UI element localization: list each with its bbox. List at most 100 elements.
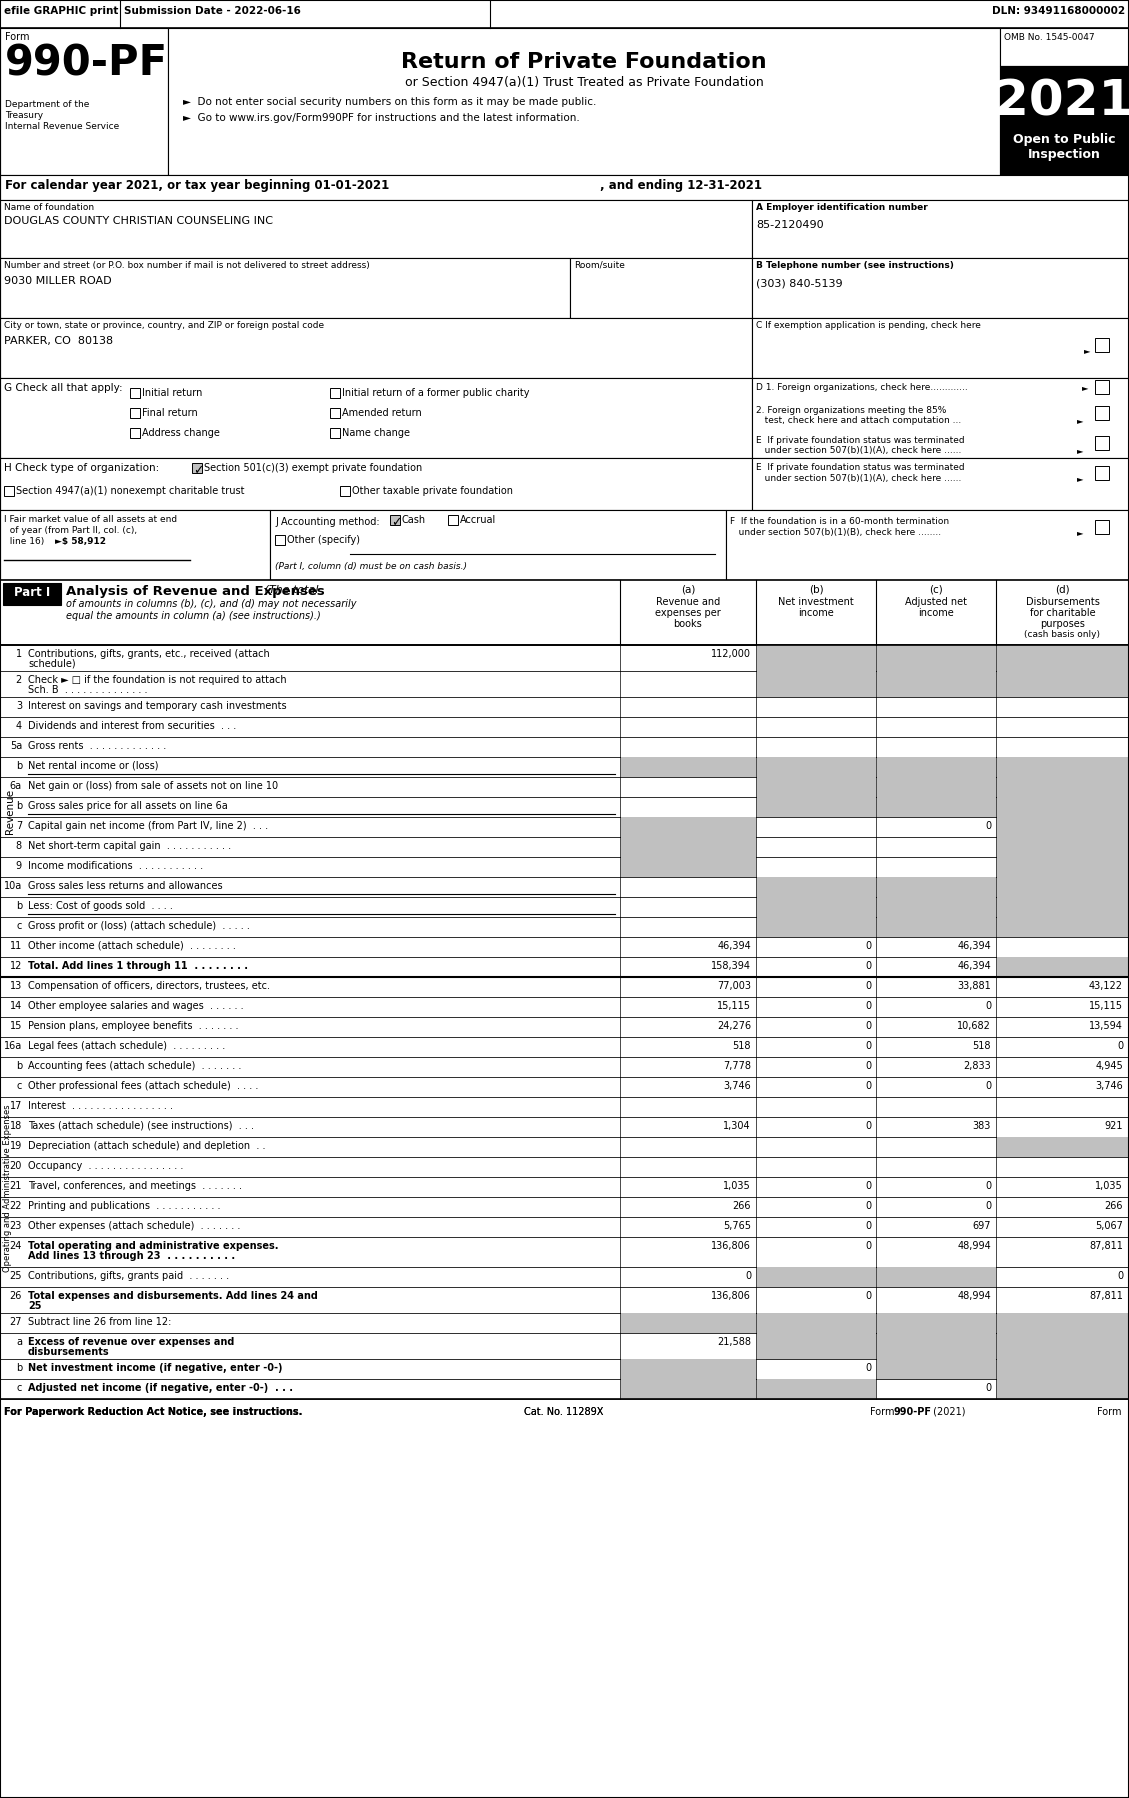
Bar [1095,338,1109,352]
Bar [0,1359,1129,1379]
Text: 0: 0 [865,1181,870,1190]
Text: Contributions, gifts, grants, etc., received (attach: Contributions, gifts, grants, etc., rece… [28,649,270,660]
Bar [0,877,1129,897]
Bar [997,917,1129,937]
Text: H Check type of organization:: H Check type of organization: [5,464,159,473]
Text: 0: 0 [1117,1271,1123,1280]
Text: 0: 0 [984,822,991,831]
Bar [997,877,1129,897]
Text: Amended return: Amended return [342,408,422,417]
Bar [1095,435,1109,450]
Text: 18: 18 [10,1120,21,1131]
Text: Cat. No. 11289X: Cat. No. 11289X [524,1408,604,1417]
Bar [0,698,1129,717]
Text: ✓: ✓ [193,464,203,476]
Bar [752,318,1129,378]
Text: 25: 25 [28,1302,42,1311]
Text: 2021: 2021 [995,77,1129,126]
Text: Pension plans, employee benefits  . . . . . . .: Pension plans, employee benefits . . . .… [28,1021,238,1030]
Bar [0,1379,1129,1399]
Text: 6a: 6a [10,780,21,791]
Text: 13,594: 13,594 [1089,1021,1123,1030]
Bar [997,1359,1129,1379]
Text: F  If the foundation is in a 60-month termination: F If the foundation is in a 60-month ter… [730,518,949,527]
Text: Submission Date - 2022-06-16: Submission Date - 2022-06-16 [124,5,300,16]
Bar [0,1197,1129,1217]
Text: Gross profit or (loss) (attach schedule)  . . . . .: Gross profit or (loss) (attach schedule)… [28,921,250,931]
Text: Interest on savings and temporary cash investments: Interest on savings and temporary cash i… [28,701,287,710]
Text: 3,746: 3,746 [724,1081,751,1091]
Bar [0,937,1129,957]
Text: 383: 383 [972,1120,991,1131]
Text: 1,035: 1,035 [1095,1181,1123,1190]
Bar [997,1313,1129,1332]
Text: 0: 0 [984,1383,991,1393]
Text: disbursements: disbursements [28,1347,110,1357]
Text: or Section 4947(a)(1) Trust Treated as Private Foundation: or Section 4947(a)(1) Trust Treated as P… [404,76,763,88]
Text: 0: 0 [865,1201,870,1212]
Text: PARKER, CO  80138: PARKER, CO 80138 [5,336,113,345]
Text: E  If private foundation status was terminated: E If private foundation status was termi… [756,435,964,444]
Text: 13: 13 [10,982,21,991]
Text: Room/suite: Room/suite [574,261,624,270]
Text: Revenue and: Revenue and [656,597,720,608]
Text: income: income [918,608,954,619]
Text: ►  Go to www.irs.gov/Form990PF for instructions and the latest information.: ► Go to www.irs.gov/Form990PF for instru… [183,113,580,122]
Text: Excess of revenue over expenses and: Excess of revenue over expenses and [28,1338,235,1347]
Bar [270,511,726,581]
Text: (a): (a) [681,584,695,595]
Text: 0: 0 [865,1001,870,1010]
Bar [877,917,996,937]
Text: c: c [17,1081,21,1091]
Text: B Telephone number (see instructions): B Telephone number (see instructions) [756,261,954,270]
Bar [5,485,14,496]
Text: J Accounting method:: J Accounting method: [275,518,379,527]
Text: Form: Form [5,32,29,41]
Text: Other (specify): Other (specify) [287,536,360,545]
Bar [758,671,876,698]
Text: 17: 17 [10,1100,21,1111]
Text: 15,115: 15,115 [1089,1001,1123,1010]
Bar [0,957,1129,976]
Bar [0,757,1129,777]
Bar [877,777,996,797]
Bar [752,378,1129,458]
Bar [0,511,270,581]
Bar [758,897,876,917]
Bar [0,1237,1129,1268]
Text: 48,994: 48,994 [957,1291,991,1302]
Bar [0,897,1129,917]
Bar [621,1379,756,1399]
Text: ►$ 58,912: ►$ 58,912 [55,538,106,547]
Text: Open to Public: Open to Public [1013,133,1115,146]
Text: Form: Form [870,1408,898,1417]
Text: Part I: Part I [14,586,50,599]
Text: OMB No. 1545-0047: OMB No. 1545-0047 [1004,32,1095,41]
Bar [0,797,1129,816]
Bar [877,671,996,698]
Text: ►: ► [1076,446,1083,455]
Bar [130,388,140,397]
Text: Name of foundation: Name of foundation [5,203,94,212]
Text: 136,806: 136,806 [711,1291,751,1302]
Text: 0: 0 [745,1271,751,1280]
Text: ►: ► [1082,383,1088,392]
Bar [0,777,1129,797]
Bar [0,174,1129,200]
Text: 87,811: 87,811 [1089,1241,1123,1251]
Text: 2. Foreign organizations meeting the 85%: 2. Foreign organizations meeting the 85% [756,406,946,415]
Text: Sch. B  . . . . . . . . . . . . . .: Sch. B . . . . . . . . . . . . . . [28,685,148,696]
Text: 85-2120490: 85-2120490 [756,219,824,230]
Bar [0,1287,1129,1313]
Bar [0,645,1129,671]
Bar [330,428,340,439]
Bar [0,257,570,318]
Text: under section 507(b)(1)(B), check here ........: under section 507(b)(1)(B), check here .… [730,529,942,538]
Bar [0,1178,1129,1197]
Text: Disbursements: Disbursements [1025,597,1100,608]
Bar [330,388,340,397]
Text: Operating and Administrative Expenses: Operating and Administrative Expenses [3,1104,12,1271]
Bar [997,1379,1129,1399]
Text: Capital gain net income (from Part IV, line 2)  . . .: Capital gain net income (from Part IV, l… [28,822,268,831]
Text: E  If private foundation status was terminated: E If private foundation status was termi… [756,464,964,473]
